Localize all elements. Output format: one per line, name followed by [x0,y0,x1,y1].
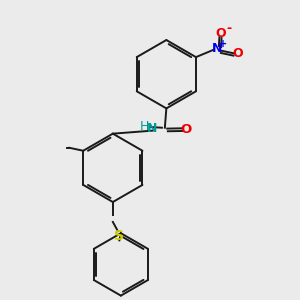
Text: O: O [180,123,192,136]
Text: N: N [147,122,157,135]
Text: -: - [226,22,231,35]
Text: N: N [212,42,223,55]
Text: O: O [232,47,243,60]
Text: S: S [114,229,124,243]
Text: H: H [140,120,149,133]
Text: O: O [216,27,226,40]
Text: +: + [219,39,227,49]
